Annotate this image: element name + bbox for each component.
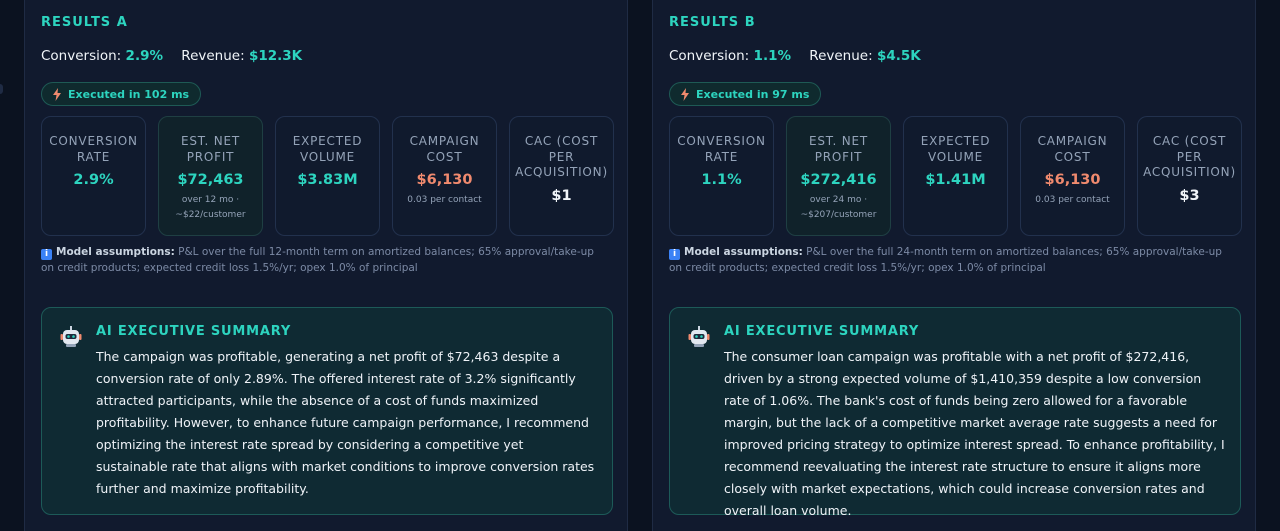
- metric-card-net-profit: EST. NET PROFIT $272,416 over 24 mo · ~$…: [786, 116, 891, 236]
- model-assumptions: i Model assumptions: P&L over the full 12…: [41, 244, 601, 276]
- panel-title: RESULTS B: [669, 15, 756, 30]
- metric-label: EXPECTED VOLUME: [920, 134, 991, 164]
- metric-value: $6,130: [1044, 172, 1101, 188]
- revenue-label: Revenue:: [809, 48, 873, 64]
- metric-label: CONVERSION RATE: [49, 134, 138, 164]
- summary-title: AI EXECUTIVE SUMMARY: [96, 324, 292, 339]
- metric-card-net-profit: EST. NET PROFIT $72,463 over 12 mo · ~$2…: [158, 116, 263, 236]
- results-panel-a: RESULTS A Conversion: 2.9% Revenue: $12.…: [24, 0, 628, 531]
- summary-title: AI EXECUTIVE SUMMARY: [724, 324, 920, 339]
- scroll-edge-marker: [0, 84, 3, 94]
- bolt-icon: [681, 87, 689, 101]
- execution-time-badge: Executed in 102 ms: [41, 82, 202, 106]
- summary-text: The consumer loan campaign was profitabl…: [724, 349, 1225, 518]
- assumptions-text: P&L over the full 24-month term on amort…: [669, 246, 1222, 274]
- metric-label: CAC (COST PER ACQUISITION): [1143, 134, 1236, 179]
- panel-title: RESULTS A: [41, 15, 128, 30]
- metric-card-cac: CAC (COST PER ACQUISITION) $1: [509, 116, 614, 236]
- ai-executive-summary: AI EXECUTIVE SUMMARY The consumer loan c…: [669, 307, 1241, 518]
- metric-label: CONVERSION RATE: [677, 134, 766, 164]
- metric-value: $3: [1179, 187, 1200, 204]
- info-icon: i: [41, 249, 52, 260]
- conversion-value: 1.1%: [753, 48, 791, 64]
- metric-value: $3.83M: [297, 172, 358, 188]
- metric-value: 2.9%: [73, 172, 114, 188]
- metric-card-conversion-rate: CONVERSION RATE 1.1%: [669, 116, 774, 236]
- ai-executive-summary: AI EXECUTIVE SUMMARY The campaign was pr…: [41, 307, 613, 515]
- metric-card-expected-volume: EXPECTED VOLUME $1.41M: [903, 116, 1008, 236]
- assumptions-heading: Model assumptions:: [56, 246, 175, 258]
- metric-value: $1: [551, 187, 572, 204]
- summary-text: The campaign was profitable, generating …: [96, 349, 595, 496]
- metric-label: EST. NET PROFIT: [808, 134, 869, 164]
- metric-cards: CONVERSION RATE 2.9% EST. NET PROFIT $72…: [41, 116, 614, 236]
- results-panel-b: RESULTS B Conversion: 1.1% Revenue: $4.5…: [652, 0, 1256, 531]
- metric-subtext: 0.03 per contact: [407, 195, 482, 205]
- metric-subtext-line: over 24 mo ·: [809, 195, 868, 205]
- model-assumptions: i Model assumptions: P&L over the full 24…: [669, 244, 1229, 276]
- metric-value: $6,130: [416, 172, 473, 188]
- info-icon: i: [669, 249, 680, 260]
- metric-subtext-line: over 12 mo ·: [181, 195, 240, 205]
- robot-icon: [688, 326, 710, 347]
- execution-time-badge: Executed in 97 ms: [669, 82, 822, 106]
- metric-card-cac: CAC (COST PER ACQUISITION) $3: [1137, 116, 1242, 236]
- conversion-label: Conversion:: [669, 48, 750, 64]
- metric-card-campaign-cost: CAMPAIGN COST $6,130 0.03 per contact: [1020, 116, 1125, 236]
- metric-card-campaign-cost: CAMPAIGN COST $6,130 0.03 per contact: [392, 116, 497, 236]
- revenue-value: $4.5K: [876, 48, 921, 64]
- metric-subtext: over 24 mo · ~$207/customer: [787, 193, 890, 223]
- conversion-value: 2.9%: [125, 48, 163, 64]
- metric-subtext: over 12 mo · ~$22/customer: [159, 193, 262, 223]
- metric-value: $272,416: [800, 172, 877, 188]
- metric-card-conversion-rate: CONVERSION RATE 2.9%: [41, 116, 146, 236]
- bolt-icon: [53, 87, 61, 101]
- metric-label: EST. NET PROFIT: [180, 134, 241, 164]
- execution-time-text: Executed in 102 ms: [68, 87, 190, 101]
- metric-subtext-line: ~$207/customer: [800, 210, 877, 220]
- kpi-summary-line: Conversion: 2.9% Revenue: $12.3K: [41, 48, 302, 64]
- metric-subtext-line: ~$22/customer: [175, 210, 246, 220]
- metric-subtext: 0.03 per contact: [1035, 195, 1110, 205]
- metric-label: CAC (COST PER ACQUISITION): [515, 134, 608, 179]
- assumptions-heading: Model assumptions:: [684, 246, 803, 258]
- revenue-value: $12.3K: [248, 48, 303, 64]
- metric-value: $72,463: [177, 172, 244, 188]
- revenue-label: Revenue:: [181, 48, 245, 64]
- metric-cards: CONVERSION RATE 1.1% EST. NET PROFIT $27…: [669, 116, 1242, 236]
- metric-card-expected-volume: EXPECTED VOLUME $3.83M: [275, 116, 380, 236]
- metric-value: $1.41M: [925, 172, 986, 188]
- assumptions-text: P&L over the full 12-month term on amort…: [41, 246, 594, 274]
- metric-value: 1.1%: [701, 172, 742, 188]
- metric-label: EXPECTED VOLUME: [292, 134, 363, 164]
- metric-label: CAMPAIGN COST: [1037, 134, 1108, 164]
- conversion-label: Conversion:: [41, 48, 122, 64]
- robot-icon: [60, 326, 82, 347]
- execution-time-text: Executed in 97 ms: [696, 87, 810, 101]
- metric-label: CAMPAIGN COST: [409, 134, 480, 164]
- kpi-summary-line: Conversion: 1.1% Revenue: $4.5K: [669, 48, 921, 64]
